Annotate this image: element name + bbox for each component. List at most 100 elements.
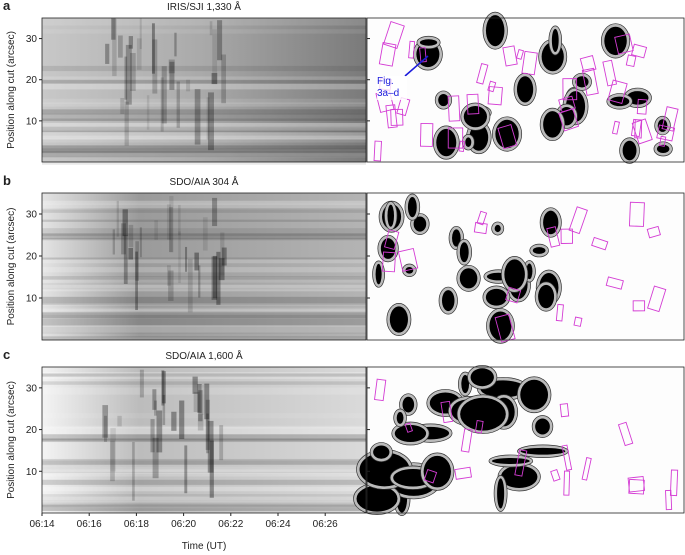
feature-box xyxy=(555,303,564,322)
feature-box xyxy=(397,247,419,272)
image-streak xyxy=(216,251,221,305)
image-streak xyxy=(198,265,201,298)
core xyxy=(520,447,566,455)
image-band xyxy=(42,458,366,466)
image-streak xyxy=(154,220,158,240)
image-band xyxy=(42,413,366,419)
image-band xyxy=(42,283,366,288)
feature-box xyxy=(440,400,454,424)
image-streak xyxy=(162,394,166,425)
feature-box xyxy=(605,276,624,290)
core xyxy=(491,457,530,464)
image-streak xyxy=(160,77,164,132)
panel xyxy=(41,364,685,516)
core xyxy=(460,397,506,431)
image-band xyxy=(42,505,366,509)
core xyxy=(407,196,417,218)
frame xyxy=(366,192,685,341)
image-streak xyxy=(169,206,173,253)
feature-box xyxy=(550,468,561,482)
panel-title: SDO/AIA 1,600 Å xyxy=(165,349,243,362)
image-band xyxy=(42,494,366,501)
core xyxy=(543,111,562,138)
x-tick-label: 06:26 xyxy=(313,519,338,530)
image-band xyxy=(42,118,366,121)
image-streak xyxy=(179,400,185,439)
image-streak xyxy=(121,223,126,255)
feature-box xyxy=(559,403,570,418)
core xyxy=(551,28,559,53)
image-band xyxy=(42,466,366,474)
feature-box xyxy=(628,201,645,227)
image-band xyxy=(42,276,366,283)
image-band xyxy=(42,132,366,140)
feature-box xyxy=(383,21,405,50)
image-streak xyxy=(128,36,133,49)
frame xyxy=(41,17,367,163)
core xyxy=(405,266,414,274)
feature-box xyxy=(561,444,573,471)
panel-title: SDO/AIA 304 Å xyxy=(170,175,239,188)
image-band xyxy=(42,312,366,319)
image-streak xyxy=(219,425,224,461)
image-streak xyxy=(117,415,122,427)
image-streak xyxy=(135,251,138,311)
image-streak xyxy=(207,420,214,473)
core xyxy=(413,216,427,232)
image-band xyxy=(42,228,366,234)
core xyxy=(516,76,534,103)
image-band xyxy=(42,496,366,504)
feature-box xyxy=(573,316,583,327)
feature-box xyxy=(466,93,480,115)
y-axis-label: Position along cut (arcsec) xyxy=(6,208,17,326)
feature-box xyxy=(617,421,634,447)
image-streak xyxy=(167,265,171,286)
feature-box xyxy=(373,140,382,162)
x-tick-label: 06:18 xyxy=(124,519,149,530)
image-band xyxy=(42,373,366,377)
core xyxy=(459,242,469,263)
image-band xyxy=(42,79,366,84)
feature-box xyxy=(454,466,472,480)
image-streak xyxy=(212,255,218,299)
feature-box xyxy=(514,449,528,477)
image-streak xyxy=(197,414,204,431)
image-streak xyxy=(174,32,177,57)
image-band xyxy=(42,238,366,241)
image-band xyxy=(42,148,366,154)
image-band xyxy=(42,233,366,239)
core xyxy=(452,229,461,247)
core xyxy=(389,306,408,333)
image-streak xyxy=(128,224,134,248)
image-streak xyxy=(128,247,134,260)
core xyxy=(609,96,630,107)
image-streak xyxy=(178,231,181,284)
image-streak xyxy=(135,241,139,281)
image-streak xyxy=(112,229,115,255)
feature-box xyxy=(634,119,643,139)
image-band xyxy=(42,135,366,140)
y-tick-label: 30 xyxy=(26,210,38,221)
image-band xyxy=(42,318,366,327)
image-band xyxy=(42,127,366,132)
feature-box xyxy=(607,79,628,104)
core xyxy=(485,288,507,306)
core xyxy=(387,204,395,227)
feature-box xyxy=(546,226,561,248)
image-streak xyxy=(193,391,200,413)
core xyxy=(463,105,487,128)
image-band xyxy=(42,309,366,312)
image-band xyxy=(42,467,366,475)
feature-box xyxy=(562,78,578,101)
feature-box xyxy=(423,468,438,484)
image-band xyxy=(42,276,366,280)
image-band xyxy=(42,123,366,131)
image-streak xyxy=(105,43,110,64)
feature-box xyxy=(497,124,518,150)
core xyxy=(470,368,494,387)
image-band xyxy=(42,109,366,115)
core xyxy=(461,375,470,394)
image-band xyxy=(42,495,366,503)
feature-box xyxy=(381,251,397,273)
